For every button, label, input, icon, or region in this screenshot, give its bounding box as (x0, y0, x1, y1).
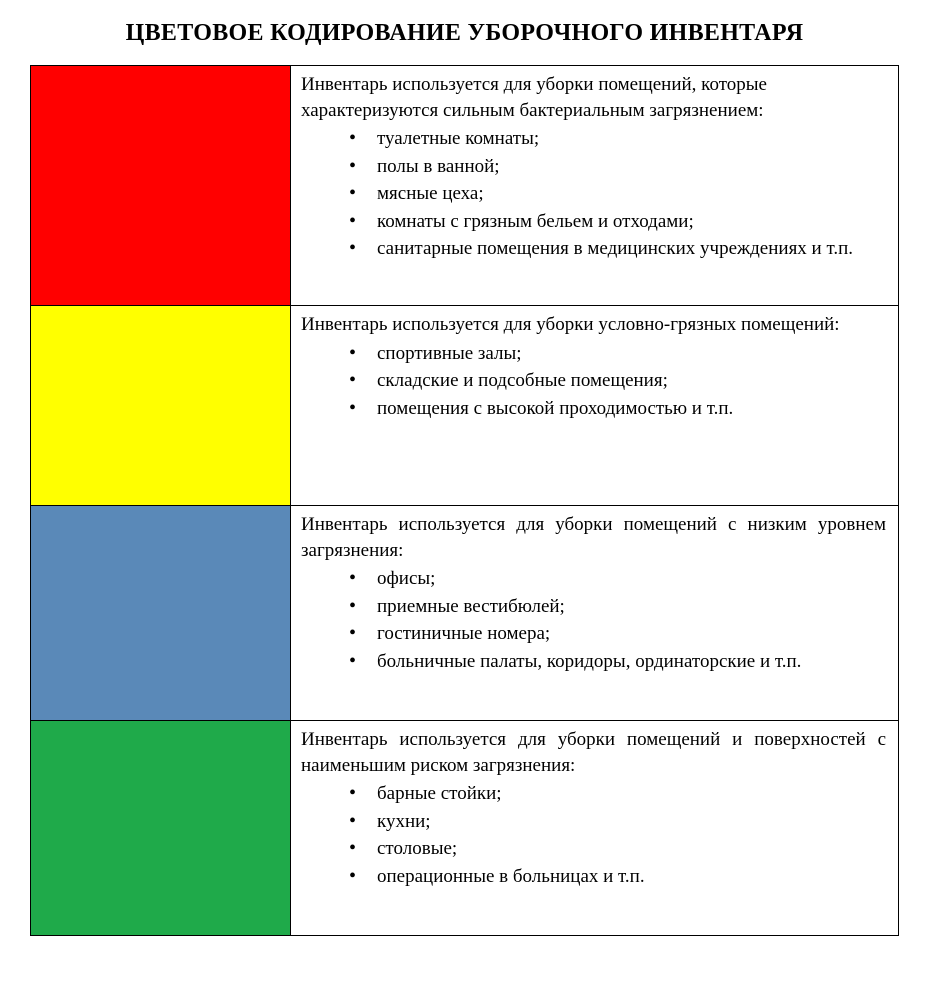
table-row: Инвентарь используется для уборки помеще… (31, 721, 899, 936)
description-cell: Инвентарь используется для уборки помеще… (291, 66, 899, 306)
list-item: комнаты с грязным бельем и отходами; (349, 208, 886, 236)
list-item: офисы; (349, 565, 886, 593)
row-intro: Инвентарь используется для уборки помеще… (301, 512, 886, 563)
table-row: Инвентарь используется для уборки условн… (31, 306, 899, 506)
list-item: операционные в больницах и т.п. (349, 863, 886, 891)
table-row: Инвентарь используется для уборки помеще… (31, 506, 899, 721)
description-cell: Инвентарь используется для уборки условн… (291, 306, 899, 506)
color-coding-table: Инвентарь используется для уборки помеще… (30, 65, 899, 936)
list-item: приемные вестибюлей; (349, 593, 886, 621)
color-swatch-yellow (31, 306, 291, 506)
list-item: туалетные комнаты; (349, 125, 886, 153)
color-swatch-blue (31, 506, 291, 721)
table-row: Инвентарь используется для уборки помеще… (31, 66, 899, 306)
page-title: ЦВЕТОВОЕ КОДИРОВАНИЕ УБОРОЧНОГО ИНВЕНТАР… (30, 20, 899, 47)
list-item: спортивные залы; (349, 340, 886, 368)
row-items-list: туалетные комнаты; полы в ванной; мясные… (349, 125, 886, 263)
row-items-list: офисы; приемные вестибюлей; гостиничные … (349, 565, 886, 675)
description-cell: Инвентарь используется для уборки помеще… (291, 506, 899, 721)
description-cell: Инвентарь используется для уборки помеще… (291, 721, 899, 936)
list-item: санитарные помещения в медицинских учреж… (349, 235, 886, 263)
list-item: мясные цеха; (349, 180, 886, 208)
list-item: кухни; (349, 808, 886, 836)
row-intro: Инвентарь используется для уборки помеще… (301, 727, 886, 778)
list-item: складские и подсобные помещения; (349, 367, 886, 395)
row-items-list: барные стойки; кухни; столовые; операцио… (349, 780, 886, 890)
color-swatch-red (31, 66, 291, 306)
list-item: помещения с высокой проходимостью и т.п. (349, 395, 886, 423)
row-intro: Инвентарь используется для уборки помеще… (301, 72, 886, 123)
list-item: барные стойки; (349, 780, 886, 808)
list-item: больничные палаты, коридоры, ординаторск… (349, 648, 886, 676)
list-item: столовые; (349, 835, 886, 863)
color-swatch-green (31, 721, 291, 936)
list-item: полы в ванной; (349, 153, 886, 181)
row-items-list: спортивные залы; складские и подсобные п… (349, 340, 886, 423)
list-item: гостиничные номера; (349, 620, 886, 648)
row-intro: Инвентарь используется для уборки условн… (301, 312, 886, 338)
